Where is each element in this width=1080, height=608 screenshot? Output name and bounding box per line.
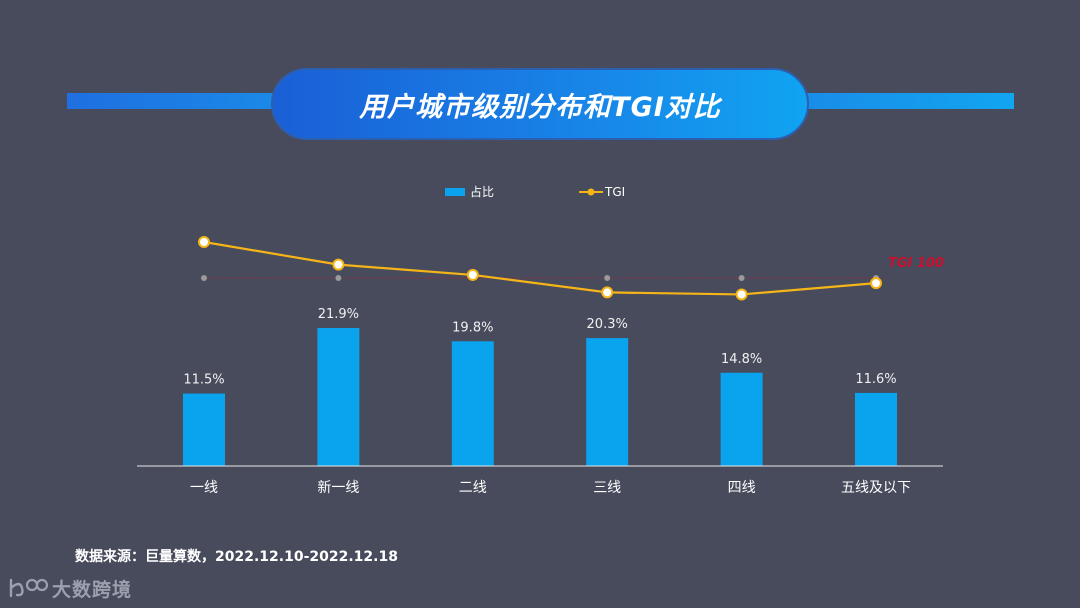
bar <box>586 338 629 466</box>
tgi-point <box>601 286 614 299</box>
reference-marker <box>604 275 611 281</box>
x-tick-label: 新一线 <box>317 480 359 496</box>
tgi-point <box>466 268 479 281</box>
x-tick-label: 五线及以下 <box>841 480 911 496</box>
bar-value-label: 11.6% <box>855 372 896 387</box>
bar <box>317 328 360 466</box>
reference-label: TGI 100 <box>888 256 944 271</box>
bar <box>720 372 763 466</box>
legend-label-bar: 占比 <box>470 184 494 199</box>
legend-label-line: TGI <box>604 185 625 199</box>
bar-value-label: 20.3% <box>587 317 628 332</box>
bar <box>855 392 897 466</box>
reference-marker <box>738 275 745 281</box>
brand-logo: 大数跨境 <box>8 574 132 602</box>
legend: 占比 TGI <box>445 184 625 199</box>
legend-swatch-marker <box>587 188 595 196</box>
logo-icon <box>9 578 48 598</box>
tgi-point <box>870 277 882 290</box>
title-bar-left <box>67 93 289 109</box>
bar-value-label: 11.5% <box>183 373 224 388</box>
tgi-line <box>203 240 877 296</box>
bar-value-label: 19.8% <box>452 320 493 335</box>
bar-value-label: 21.9% <box>318 307 359 322</box>
bar <box>183 393 225 466</box>
logo-text: 大数跨境 <box>52 578 133 601</box>
x-axis: 一线 新一线 二线 三线 四线 五线及以下 <box>137 465 943 496</box>
title-bar-right <box>792 93 1014 109</box>
bar <box>451 341 494 466</box>
x-tick-label: 四线 <box>728 480 756 496</box>
legend-swatch-bar <box>445 188 465 196</box>
reference-marker <box>335 275 342 281</box>
reference-marker <box>201 275 207 281</box>
x-tick-label: 一线 <box>190 480 218 496</box>
tgi-series <box>198 235 882 301</box>
tgi-reference: TGI 100 <box>201 256 944 281</box>
page-title: 用户城市级别分布和TGI对比 <box>359 91 721 123</box>
tgi-point <box>332 258 345 271</box>
tgi-point <box>735 288 748 301</box>
x-tick-label: 三线 <box>593 480 621 496</box>
tgi-point <box>198 235 210 248</box>
x-tick-label: 二线 <box>459 480 487 496</box>
title-banner: 用户城市级别分布和TGI对比 <box>271 68 809 140</box>
bar-value-label: 14.8% <box>721 352 762 367</box>
data-source: 数据来源：巨量算数，2022.12.10-2022.12.18 <box>75 549 398 565</box>
bars: 11.5% 21.9% 19.8% 20.3% 14.8% 11.6% <box>183 307 897 466</box>
